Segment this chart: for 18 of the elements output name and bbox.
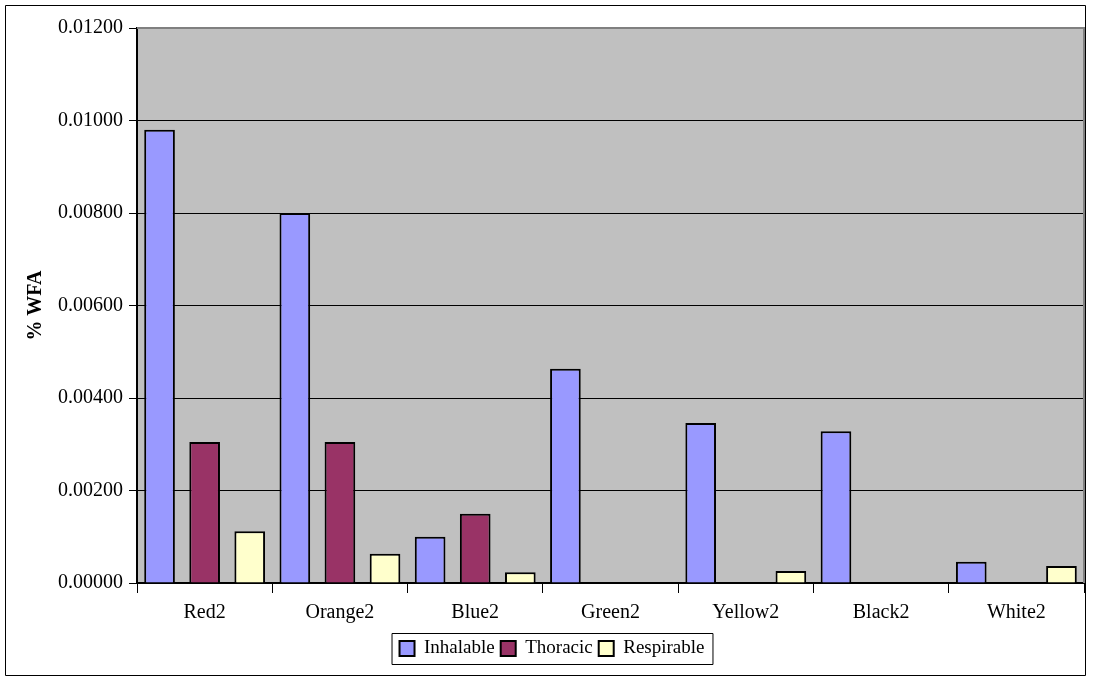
x-tick-label: Black2 [852,600,910,623]
x-tick-label: Blue2 [451,600,500,623]
y-tick-label: 0.00000 [58,570,123,593]
x-tick-label: White2 [986,600,1046,623]
legend-label: Respirable [623,636,705,658]
y-axis-title: % WFA [23,270,46,341]
y-tick-label: 0.00200 [58,477,123,500]
x-tick-label: Red2 [183,600,226,623]
x-tick-label: Green2 [581,600,640,623]
y-tick-label: 0.00800 [58,200,123,223]
x-tick-label: Yellow2 [712,600,780,623]
legend-label: Inhalable [424,636,495,658]
x-tick-label: Orange2 [305,600,375,624]
y-tick-label: 0.01200 [58,15,123,38]
legend-label: Thoracic [525,636,593,658]
y-tick-label: 0.01000 [58,107,123,130]
y-tick-label: 0.00400 [58,385,123,408]
y-tick-label: 0.00600 [58,292,123,315]
